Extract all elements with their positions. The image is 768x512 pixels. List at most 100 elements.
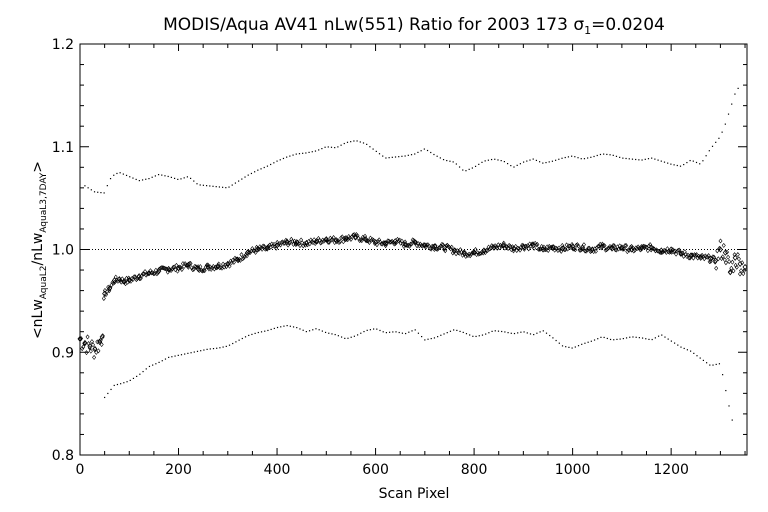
y-tick-label: 1.0 — [52, 243, 74, 259]
envelope-point — [196, 350, 199, 352]
envelope-point — [225, 187, 227, 189]
envelope-point — [110, 388, 112, 391]
envelope-point — [356, 334, 359, 336]
envelope-point — [266, 165, 269, 167]
envelope-point — [421, 335, 423, 338]
envelope-point — [629, 336, 631, 338]
data-point — [329, 237, 334, 243]
data-point — [587, 245, 592, 251]
data-point — [335, 238, 340, 244]
envelope-point — [334, 147, 336, 149]
envelope-point — [315, 328, 317, 330]
axes-layer: 0 200 400 600 800 1000 1200 0.8 0.9 1.0 1.1 1.2 — [52, 37, 747, 478]
data-point — [314, 239, 319, 245]
data-point — [484, 247, 489, 253]
data-point — [684, 253, 689, 259]
data-point — [169, 268, 174, 274]
x-tick-label: 800 — [461, 462, 488, 478]
data-point — [439, 241, 444, 247]
envelope-point — [251, 333, 253, 336]
envelope-point — [273, 327, 275, 330]
data-point — [662, 247, 667, 253]
data-point — [580, 246, 585, 252]
envelope-point — [276, 326, 279, 329]
envelope-point — [587, 341, 589, 343]
envelope-point — [542, 162, 544, 164]
envelope-point — [449, 330, 452, 332]
envelope-point — [132, 177, 134, 179]
envelope-point — [603, 153, 605, 155]
data-point — [192, 263, 197, 269]
data-point — [272, 241, 276, 247]
data-point — [565, 246, 570, 252]
data-point — [81, 344, 86, 350]
envelope-point — [248, 334, 250, 337]
data-point — [105, 288, 110, 294]
envelope-point — [375, 150, 377, 152]
envelope-point — [382, 331, 384, 333]
data-point — [209, 266, 214, 272]
envelope-point — [209, 185, 211, 187]
envelope-point — [731, 419, 733, 421]
envelope-point — [167, 175, 169, 178]
envelope-point — [129, 176, 131, 178]
envelope-point — [283, 325, 285, 327]
data-point — [134, 277, 139, 283]
envelope-point — [382, 155, 384, 157]
envelope-point — [506, 163, 509, 165]
envelope-point — [123, 382, 125, 384]
envelope-point — [632, 336, 634, 338]
envelope-point — [254, 332, 256, 335]
data-point — [449, 244, 454, 250]
envelope-point — [398, 156, 400, 158]
envelope-point — [571, 155, 573, 157]
envelope-point — [225, 345, 227, 347]
envelope-point — [318, 329, 320, 331]
envelope-point — [661, 334, 663, 336]
envelope-point — [401, 332, 404, 334]
envelope-point — [369, 329, 371, 331]
envelope-point — [385, 332, 388, 334]
data-point — [274, 245, 279, 251]
data-point — [435, 246, 440, 252]
envelope-point — [442, 158, 445, 161]
data-point — [385, 238, 390, 244]
data-point — [738, 271, 742, 277]
data-point — [597, 243, 602, 249]
data-point — [149, 270, 154, 276]
envelope-point — [455, 163, 457, 165]
envelope-point — [517, 332, 519, 334]
envelope-point — [603, 336, 605, 339]
envelope-point — [500, 160, 502, 162]
data-point — [586, 245, 591, 251]
data-point — [717, 246, 723, 253]
envelope-point — [462, 169, 464, 171]
envelope-point — [609, 154, 611, 156]
envelope-point — [641, 159, 643, 161]
envelope-point — [510, 165, 512, 167]
data-point — [566, 243, 571, 249]
data-point — [321, 238, 326, 244]
envelope-point — [212, 185, 214, 187]
envelope-point — [503, 160, 505, 163]
envelope-point — [631, 158, 634, 160]
envelope-point — [423, 148, 425, 150]
envelope-point — [679, 165, 682, 167]
data-point — [501, 240, 506, 246]
envelope-point — [154, 175, 156, 177]
data-point — [604, 247, 609, 253]
envelope-point — [247, 174, 249, 176]
data-point — [716, 256, 721, 262]
envelope-point — [414, 153, 416, 155]
envelope-point — [487, 159, 489, 161]
envelope-point — [222, 186, 224, 188]
x-tick-label: 1000 — [555, 462, 591, 478]
envelope-point — [683, 163, 685, 166]
data-point — [727, 259, 732, 265]
data-point — [693, 252, 698, 258]
data-point — [694, 252, 699, 258]
data-point — [626, 247, 631, 253]
envelope-point — [430, 151, 432, 154]
data-point — [524, 243, 529, 249]
envelope-point — [360, 332, 362, 334]
